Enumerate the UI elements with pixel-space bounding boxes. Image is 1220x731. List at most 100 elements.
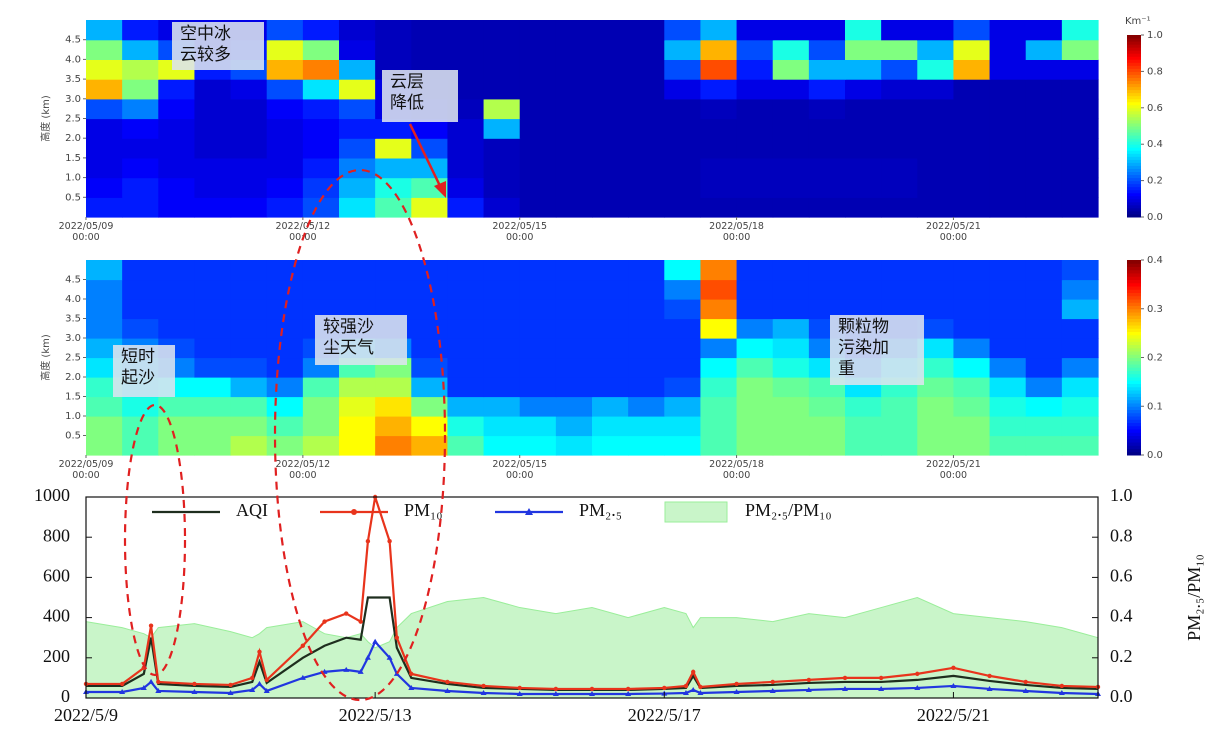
- heat-cell: [230, 279, 268, 300]
- heat-cell: [411, 357, 449, 378]
- point: [734, 681, 739, 687]
- colorbar-step: [1127, 213, 1141, 218]
- heat-cell: [339, 157, 376, 179]
- heat-cell: [230, 435, 268, 456]
- point: [344, 611, 349, 616]
- heat-cell: [194, 338, 232, 359]
- heat-cell: [736, 20, 774, 41]
- heat-cell: [736, 59, 774, 80]
- heat-cell: [86, 118, 123, 139]
- heat-cell: [700, 416, 738, 437]
- heat-cell: [194, 279, 232, 300]
- point: [263, 687, 270, 693]
- heat-cell: [1061, 377, 1099, 398]
- y2-tick-label: 0.0: [1110, 686, 1133, 706]
- heat-cell: [628, 338, 665, 359]
- colorbar-step: [1127, 86, 1141, 91]
- y2-axis-label: PM₂.₅/PM₁₀: [1184, 554, 1204, 641]
- colorbar-step: [1127, 273, 1141, 277]
- heat-cell: [700, 318, 738, 339]
- y-tick-label: 4.0: [65, 54, 81, 65]
- heat-cell: [266, 157, 304, 179]
- heat-cell: [592, 98, 629, 120]
- heat-cell: [86, 157, 123, 179]
- heat-cell: [447, 138, 485, 159]
- x-tick-label-box: 2022/05/21 00:00: [926, 459, 981, 481]
- point: [408, 684, 415, 690]
- heat-cell: [628, 357, 665, 378]
- heat-cell: [411, 318, 449, 339]
- heat-cell: [845, 260, 882, 281]
- heat-cell: [772, 157, 810, 179]
- colorbar-step: [1127, 159, 1141, 163]
- heat-cell: [411, 338, 449, 359]
- heat-cell: [953, 435, 991, 456]
- heat-cell: [302, 59, 340, 80]
- heat-cell: [519, 118, 557, 139]
- heat-cell: [158, 416, 196, 437]
- heat-cell: [628, 20, 665, 41]
- series-line: [86, 596, 1099, 692]
- heat-cell: [736, 197, 774, 218]
- heat-cell: [519, 20, 557, 41]
- heat-cell: [519, 59, 557, 80]
- colorbar-step: [1127, 373, 1141, 378]
- heat-cell: [519, 299, 557, 320]
- heat-cell: [86, 79, 123, 100]
- heat-cell: [592, 377, 629, 398]
- point: [986, 685, 993, 691]
- x-tick-label-box: 2022/05/12 00:00: [275, 221, 330, 243]
- heat-cell: [664, 377, 702, 398]
- heat-cell: [1061, 39, 1099, 60]
- heat-cell: [555, 98, 593, 120]
- point: [358, 619, 363, 624]
- heat-cell: [700, 260, 738, 281]
- colorbar-step: [1127, 386, 1141, 391]
- colorbar-tick-label: 0.3: [1147, 304, 1163, 315]
- heat-cell: [917, 39, 955, 60]
- heat-cell: [989, 357, 1027, 378]
- heat-cell: [772, 377, 810, 398]
- heat-cell: [555, 177, 593, 198]
- heat-cell: [411, 260, 449, 281]
- heat-cell: [989, 59, 1027, 80]
- heat-cell: [483, 98, 521, 120]
- heat-cell: [772, 39, 810, 60]
- y-tick-label: 3.5: [65, 74, 81, 85]
- heat-cell: [483, 338, 521, 359]
- point: [553, 686, 559, 692]
- heat-cell: [1025, 357, 1063, 378]
- heat-cell: [158, 98, 196, 120]
- heat-cell: [375, 197, 412, 218]
- heat-cell: [845, 157, 882, 179]
- colorbar-step: [1127, 269, 1141, 274]
- colorbar-step: [1127, 83, 1141, 88]
- heat-cell: [194, 357, 232, 378]
- heat-cell: [989, 318, 1027, 339]
- colorbar-step: [1127, 74, 1141, 78]
- heat-cell: [194, 396, 232, 417]
- colorbar-step: [1127, 341, 1141, 345]
- heat-cell: [736, 157, 774, 179]
- heat-cell: [736, 177, 774, 198]
- annotation-box: 短时 起沙: [113, 345, 175, 397]
- heat-cell: [411, 157, 449, 179]
- heat-cell: [808, 435, 846, 456]
- heat-cell: [122, 138, 159, 159]
- heat-cell: [230, 318, 268, 339]
- point: [444, 687, 451, 693]
- heat-cell: [664, 279, 702, 300]
- heat-cell: [736, 299, 774, 320]
- heat-cell: [1061, 396, 1099, 417]
- heat-cell: [953, 20, 991, 41]
- heat-cell: [302, 435, 340, 456]
- heat-cell: [519, 279, 557, 300]
- heat-cell: [989, 157, 1027, 179]
- point: [1059, 683, 1065, 689]
- heat-cell: [302, 39, 340, 60]
- heat-cell: [772, 299, 810, 320]
- heat-cell: [664, 338, 702, 359]
- heat-cell: [266, 357, 304, 378]
- heat-cell: [447, 357, 485, 378]
- legend-swatch: [664, 501, 728, 523]
